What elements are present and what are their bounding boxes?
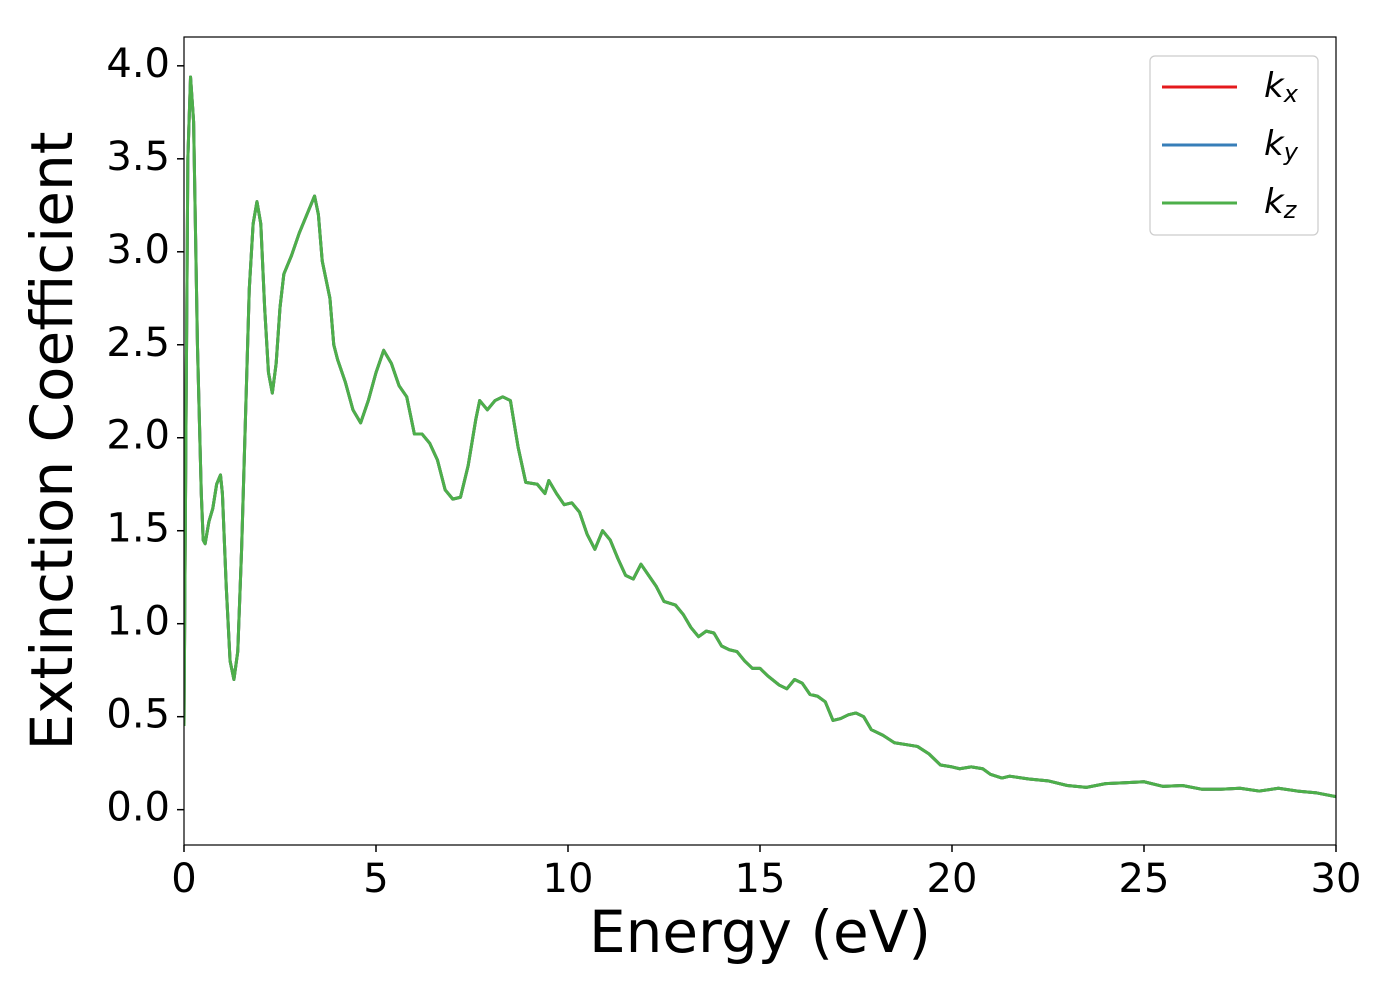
x-tick-label: 5 <box>363 856 388 902</box>
y-tick-label: 3.5 <box>106 134 170 180</box>
y-tick-label: 3.0 <box>106 227 170 273</box>
y-tick-label: 1.0 <box>106 599 170 645</box>
y-tick-label: 4.0 <box>106 41 170 87</box>
legend-label: kz <box>1264 182 1298 225</box>
legend-label: ky <box>1264 124 1299 167</box>
y-tick-label: 0.0 <box>106 785 170 831</box>
y-tick-label: 1.5 <box>106 506 170 552</box>
y-axis-label: Extinction Coefficient <box>18 132 86 751</box>
y-tick-label: 2.0 <box>106 413 170 459</box>
x-axis-label: Energy (eV) <box>589 898 931 966</box>
plot-frame <box>183 36 1337 846</box>
y-tick-label: 2.5 <box>106 320 170 366</box>
legend-label: kx <box>1264 66 1299 109</box>
series-line <box>184 75 1336 799</box>
x-tick-label: 0 <box>171 856 196 902</box>
x-tick-label: 10 <box>543 856 594 902</box>
y-tick-label: 0.5 <box>106 692 170 738</box>
x-tick-label: 25 <box>1119 856 1170 902</box>
x-tick-label: 20 <box>927 856 978 902</box>
x-tick-label: 15 <box>735 856 786 902</box>
x-tick-label: 30 <box>1311 856 1362 902</box>
